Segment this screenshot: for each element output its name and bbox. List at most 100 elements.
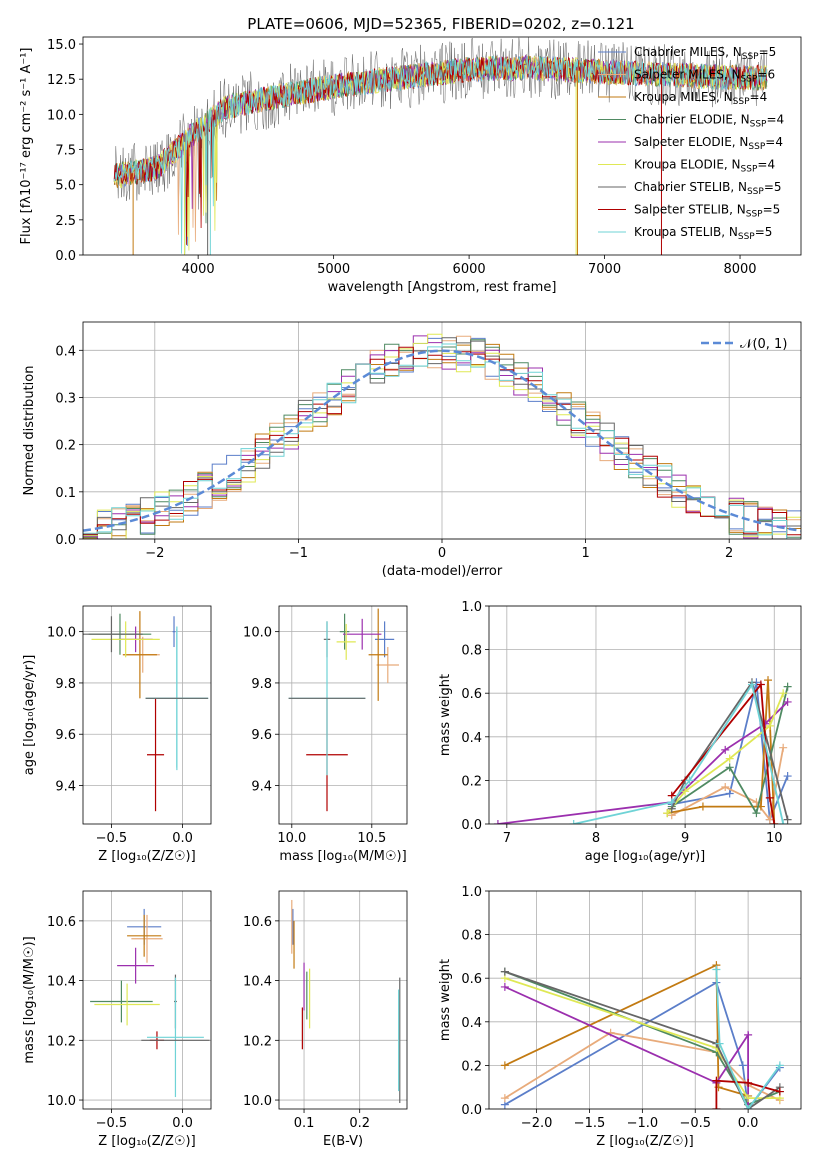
y-tick-label: 10.6 [243,915,272,930]
x-axis-label: (data-model)/error [382,564,503,579]
x-tick-label: 7000 [588,262,621,277]
axes-frame [489,606,801,824]
y-tick-label: 5.0 [55,179,76,194]
x-axis-label: mass [log₁₀(M/M☉)] [279,849,406,864]
weight-marker [784,772,792,780]
x-tick-label: 7 [503,831,511,846]
x-tick-label: 5000 [317,262,350,277]
figure: PLATE=0606, MJD=52365, FIBERID=0202, z=0… [0,0,819,1170]
x-tick-label: −0.5 [96,831,128,846]
y-tick-label: 9.4 [251,780,272,795]
panel-residuals: −2 −1 0 1 20.00.10.20.30.4(data-model)/error… [22,322,801,579]
weight-marker [784,816,792,824]
x-tick-label: 0.2 [349,1116,370,1131]
plot-area [289,609,399,812]
weight-marker [501,983,509,991]
x-tick-label: −0.5 [96,1116,128,1131]
y-tick-label: 0.0 [55,533,76,548]
axes-frame [279,606,407,824]
y-tick-label: 1.0 [461,885,482,900]
weight-marker [501,968,509,976]
legend: 𝒩(0, 1) [701,337,787,352]
weight-line [498,702,788,824]
y-tick-label: 0.3 [55,391,76,406]
weight-marker [699,803,707,811]
legend-label: Salpeter ELODIE, NSSP=4 [634,135,783,152]
x-tick-label: 6000 [453,262,486,277]
legend-nssp: =4 [766,113,784,127]
y-axis-label: Flux [fλ10⁻¹⁷ erg cm⁻² s⁻¹ A⁻¹] [19,48,34,245]
plot-area [494,676,792,828]
y-tick-label: 9.8 [251,677,272,692]
x-tick-label: −0.5 [679,1116,711,1131]
y-tick-label: 10.0 [243,626,272,641]
legend-sub: SSP [741,165,758,175]
x-axis-label: Z [log₁₀(Z/Z☉)] [596,1134,693,1149]
x-tick-label: 9 [681,831,689,846]
legend-nssp: =4 [765,135,783,149]
y-tick-label: 10.2 [47,1034,76,1049]
x-tick-label: 0 [438,546,446,561]
y-axis-label: mass weight [438,959,453,1041]
x-tick-label: −2 [145,546,164,561]
x-tick-label: 0.0 [172,831,193,846]
legend-sub: SSP [746,210,763,220]
x-tick-label: 10.0 [277,831,306,846]
legend-sub: SSP [742,52,759,62]
y-tick-label: 0.2 [55,439,76,454]
panel-mass-vs-z: −0.5 0.0 10.0 10.2 10.4 10.6 Z [log₁₀(Z/Z☉)] ma… [22,891,211,1149]
y-tick-label: 15.0 [47,38,76,53]
y-tick-label: 10.6 [47,915,76,930]
legend-label: Salpeter STELIB, NSSP=5 [634,203,780,220]
y-tick-label: 9.6 [55,728,76,743]
y-tick-label: 0.0 [461,818,482,833]
x-tick-label: −1 [289,546,308,561]
panel-spectrum: 4000 5000 6000 7000 80000.02.55.07.510.012.5… [19,37,801,295]
y-axis-label: age [log₁₀(age/yr)] [22,655,37,776]
weight-marker [739,1061,747,1069]
legend: Chabrier MILES, NSSP=5 Salpeter MILES, NS… [598,45,784,242]
weight-marker [501,1061,509,1069]
legend-sub: SSP [733,97,750,107]
y-tick-label: 0.2 [461,1059,482,1074]
y-tick-label: 9.8 [55,677,76,692]
grid [279,891,407,1109]
weight-marker [752,809,760,817]
panel-weight-vs-age: 7 8 9 10 0.0 0.2 0.4 0.6 0.8 1.0 age [log₁₀(age/yr… [438,600,801,864]
x-tick-label: 8 [592,831,600,846]
panel-age-vs-z: −0.5 0.09.49.69.810.0Z [log₁₀(Z/Z☉)]age [… [22,606,211,864]
x-axis-label: Z [log₁₀(Z/Z☉)] [98,1134,195,1149]
y-tick-label: 9.6 [251,728,272,743]
x-tick-label: 10.5 [357,831,386,846]
axes-frame [83,606,211,824]
grid [83,606,211,824]
y-tick-label: 0.6 [461,687,482,702]
y-tick-label: 10.0 [47,108,76,123]
legend-nssp: =4 [757,158,775,172]
legend-label: Kroupa STELIB, NSSP=5 [634,225,772,242]
legend-nssp: =5 [764,180,782,194]
x-tick-label: −1.5 [574,1116,606,1131]
y-axis-label: Normed distribution [22,366,37,496]
x-tick-label: 4000 [182,262,215,277]
y-tick-label: 0.1 [55,486,76,501]
x-axis-label: wavelength [Angstrom, rest frame] [328,280,557,295]
y-tick-label: 0.0 [55,249,76,264]
y-tick-label: 10.0 [47,1094,76,1109]
y-tick-label: 1.0 [461,600,482,615]
grid [279,606,407,824]
weight-marker [721,783,729,791]
y-tick-label: 0.6 [461,972,482,987]
x-axis-label: Z [log₁₀(Z/Z☉)] [98,849,195,864]
weight-marker [764,676,772,684]
panel-age-vs-mass: 10.0 10.5 9.4 9.6 9.8 10.0 mass [log₁₀(M/M☉)] [243,606,407,864]
x-tick-label: −2.0 [521,1116,553,1131]
x-axis-label: E(B-V) [323,1134,363,1149]
legend-label: Kroupa ELODIE, NSSP=4 [634,158,775,175]
plot-area [90,909,209,1097]
x-tick-label: 2 [725,546,733,561]
legend-sub: SSP [741,75,758,85]
legend-sub: SSP [750,120,767,130]
legend-sub: SSP [748,142,765,152]
x-tick-label: 0.0 [738,1116,759,1131]
